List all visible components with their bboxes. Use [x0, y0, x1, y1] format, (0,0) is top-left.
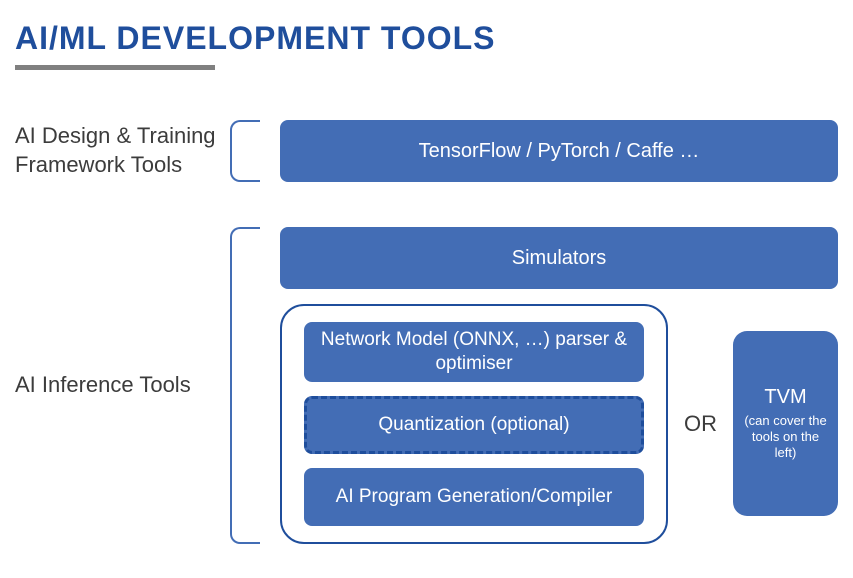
tvm-subtitle: (can cover the tools on the left)	[741, 413, 830, 462]
quantization-box: Quantization (optional)	[304, 396, 644, 454]
frameworks-box: TensorFlow / PyTorch / Caffe …	[280, 120, 838, 182]
tvm-title: TVM	[764, 386, 806, 409]
compiler-box: AI Program Generation/Compiler	[304, 468, 644, 526]
section-design-training: AI Design & Training Framework Tools Ten…	[15, 120, 838, 182]
section-label-inference: AI Inference Tools	[15, 371, 230, 400]
or-label: OR	[680, 411, 721, 437]
simulators-box: Simulators	[280, 227, 838, 289]
bracket-icon	[230, 227, 260, 544]
inference-content: Simulators Network Model (ONNX, …) parse…	[280, 227, 838, 544]
bracket-icon	[230, 120, 260, 182]
design-content: TensorFlow / PyTorch / Caffe …	[280, 120, 838, 182]
pipeline-container: Network Model (ONNX, …) parser & optimis…	[280, 304, 668, 544]
inference-inner-row: Network Model (ONNX, …) parser & optimis…	[280, 304, 838, 544]
parser-box: Network Model (ONNX, …) parser & optimis…	[304, 322, 644, 382]
section-label-design: AI Design & Training Framework Tools	[15, 122, 230, 179]
title-underline	[15, 65, 215, 70]
tvm-box: TVM (can cover the tools on the left)	[733, 331, 838, 516]
page-title: AI/ML DEVELOPMENT TOOLS	[15, 20, 838, 57]
section-inference: AI Inference Tools Simulators Network Mo…	[15, 227, 838, 544]
